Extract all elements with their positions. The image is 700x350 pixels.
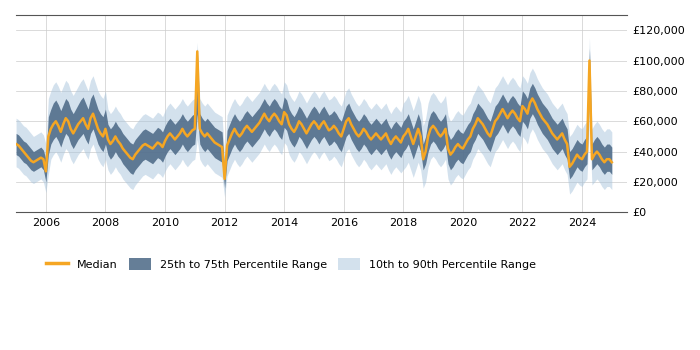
Legend: Median, 25th to 75th Percentile Range, 10th to 90th Percentile Range: Median, 25th to 75th Percentile Range, 1…: [46, 258, 536, 270]
